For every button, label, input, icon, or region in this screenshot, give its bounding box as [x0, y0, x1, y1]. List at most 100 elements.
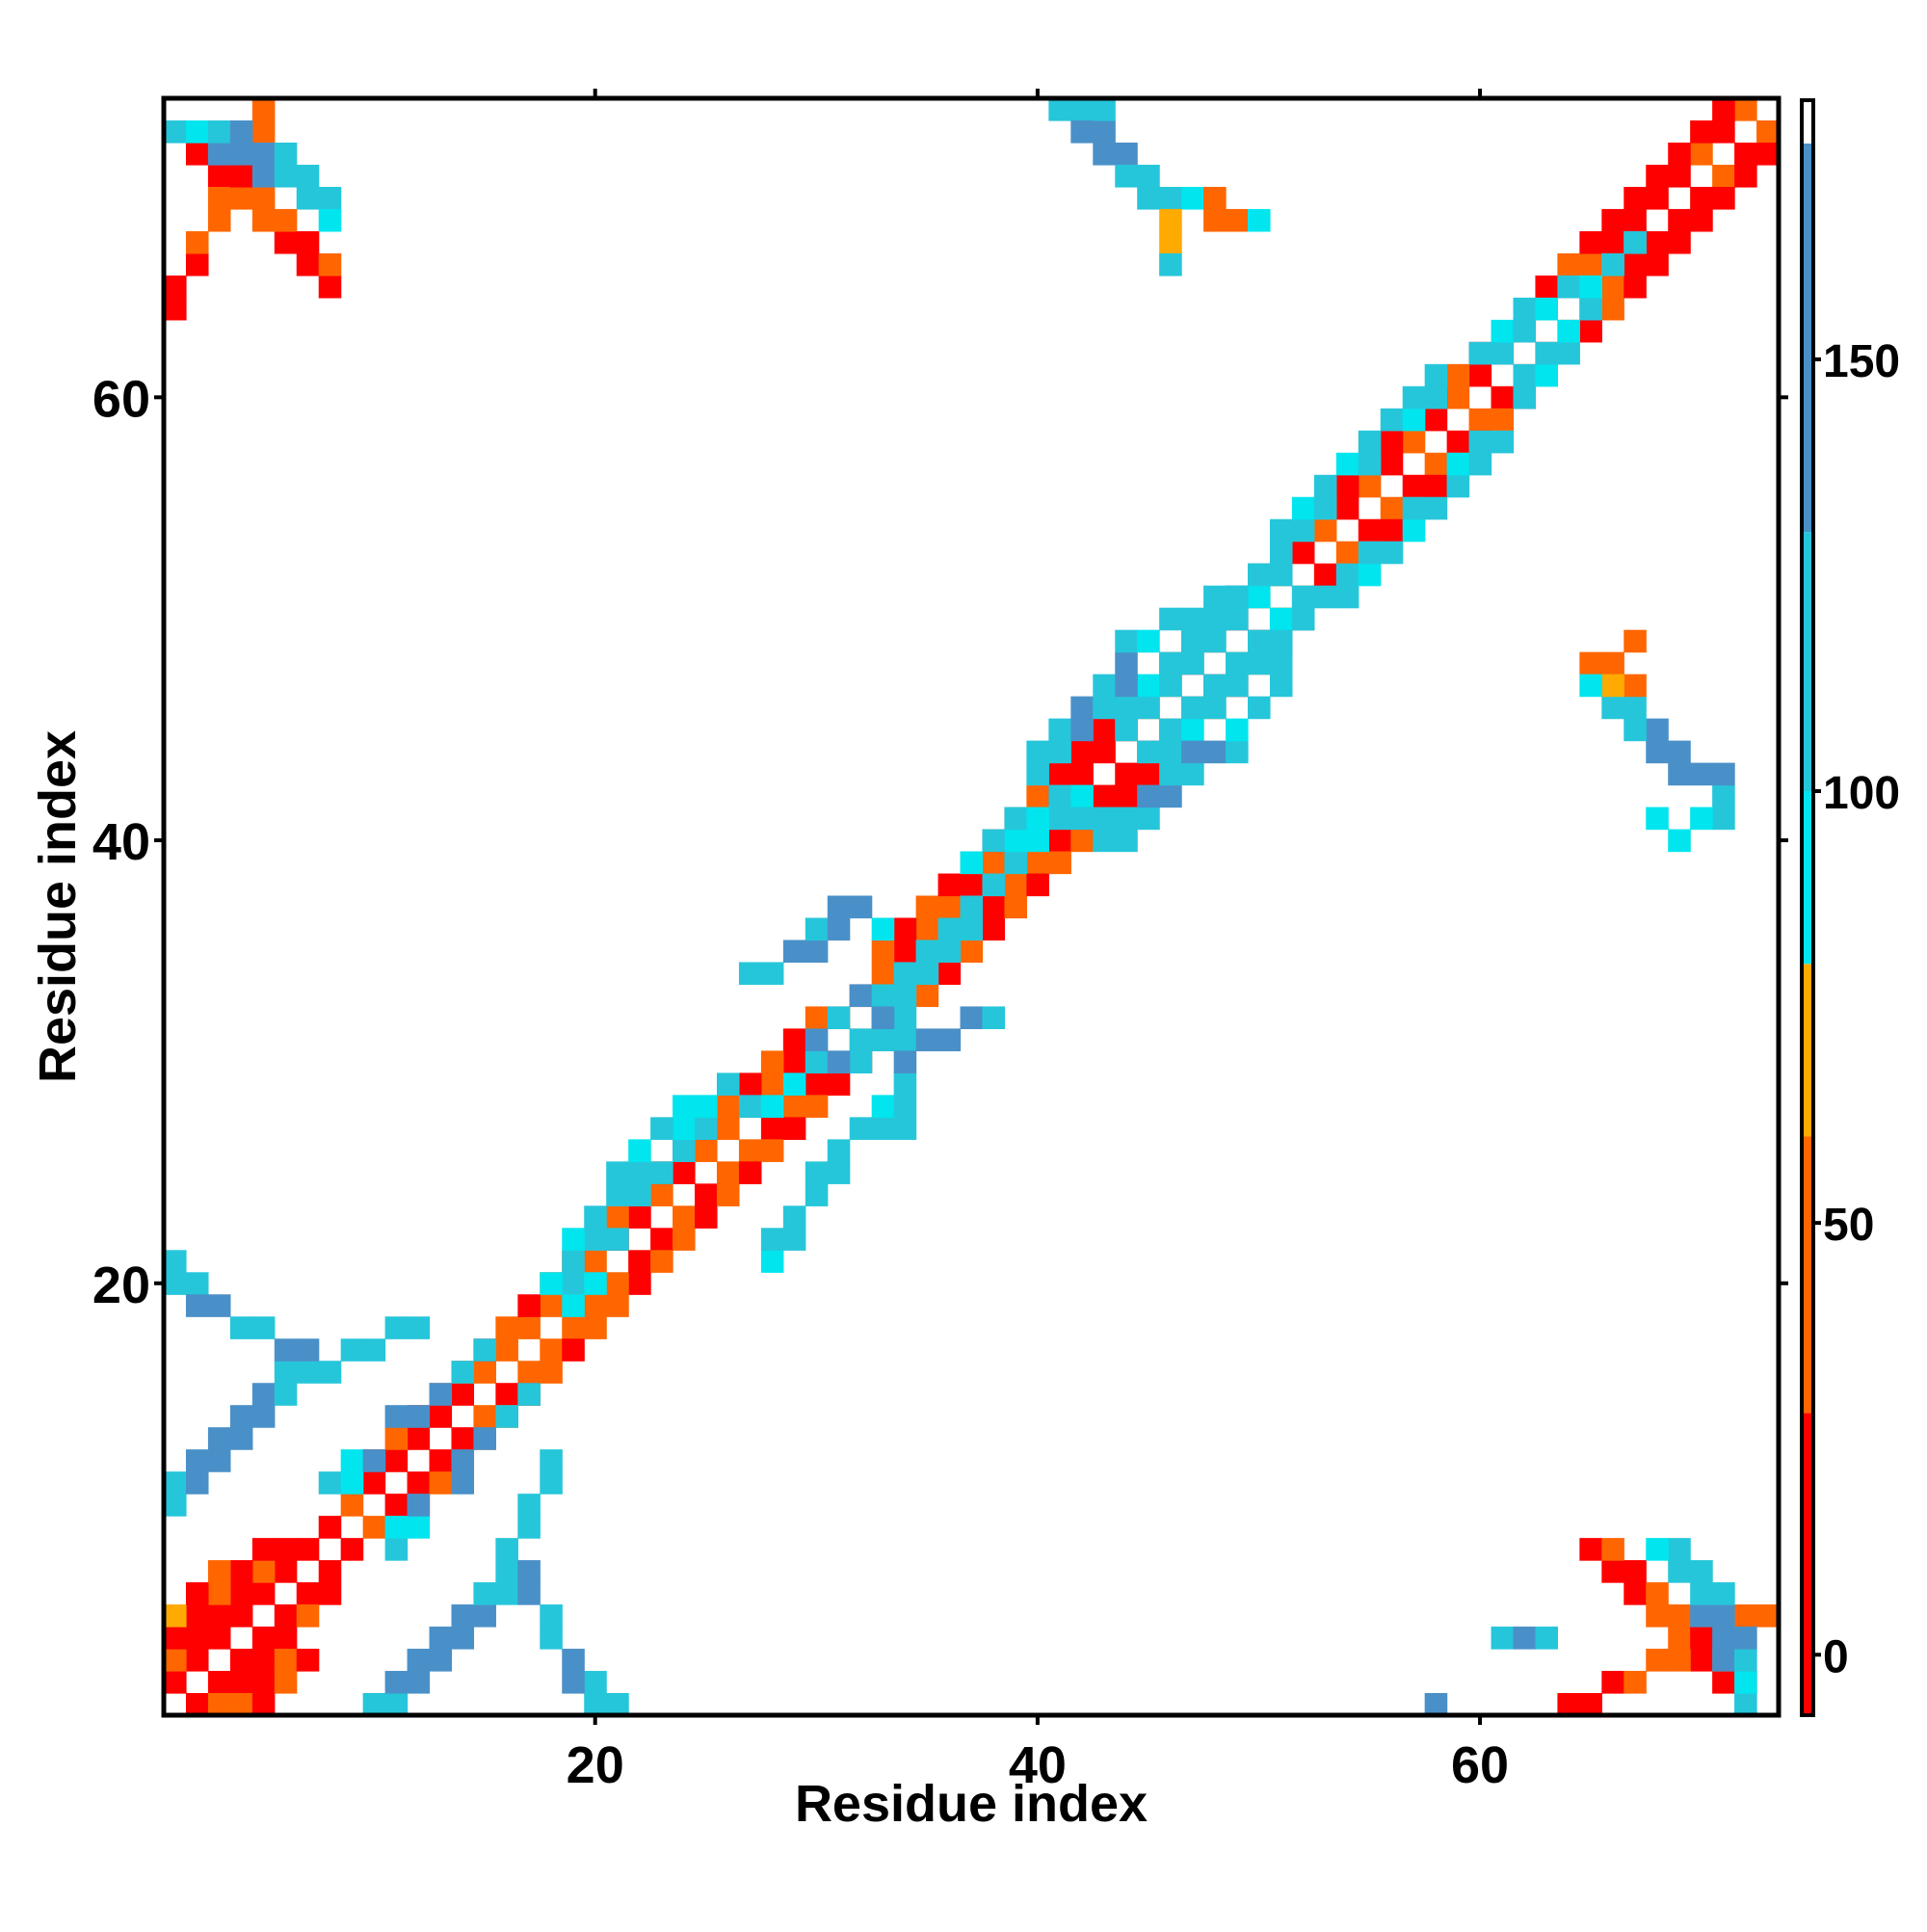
heatmap-cell — [1535, 1627, 1559, 1650]
heatmap-cell — [207, 186, 231, 210]
heatmap-cell — [782, 1050, 806, 1073]
heatmap-cell — [827, 1072, 851, 1096]
heatmap-cell — [1247, 585, 1271, 609]
heatmap-cell — [1269, 629, 1293, 653]
heatmap-cell — [1424, 363, 1448, 387]
heatmap-cell — [1668, 164, 1691, 188]
heatmap-cell — [207, 1294, 231, 1317]
heatmap-cell — [207, 1427, 231, 1450]
heatmap-cell — [1646, 1604, 1669, 1628]
heatmap-cell — [673, 1095, 696, 1118]
heatmap-cell — [1137, 784, 1160, 808]
heatmap-cell — [1712, 186, 1735, 210]
heatmap-cell — [1623, 674, 1647, 698]
heatmap-cell — [673, 1139, 696, 1162]
heatmap-cell — [673, 1228, 696, 1251]
heatmap-cell — [296, 186, 320, 210]
heatmap-cell — [1093, 142, 1116, 166]
heatmap-cell — [562, 1272, 585, 1295]
heatmap-cell — [384, 1316, 409, 1339]
heatmap-cell — [606, 1161, 629, 1184]
heatmap-cell — [960, 851, 984, 875]
heatmap-cell — [1402, 518, 1426, 543]
heatmap-cell — [1646, 1649, 1669, 1672]
heatmap-cell — [937, 873, 962, 897]
heatmap-cell — [1115, 629, 1138, 653]
colorbar-band — [1802, 532, 1813, 792]
heatmap-cell — [362, 1449, 386, 1472]
heatmap-cell — [429, 1471, 453, 1495]
heatmap-cell — [229, 1560, 253, 1583]
heatmap-cell — [1115, 651, 1138, 675]
heatmap-cell — [207, 119, 231, 144]
heatmap-cell — [673, 1161, 696, 1184]
heatmap-cell — [1646, 252, 1669, 277]
heatmap-cell — [296, 1604, 320, 1628]
heatmap-cell — [1048, 829, 1071, 853]
heatmap-cell — [251, 1649, 276, 1672]
heatmap-cell — [185, 1582, 209, 1605]
heatmap-cell — [1668, 1560, 1691, 1583]
heatmap-cell — [562, 1338, 585, 1362]
heatmap-cell — [1446, 363, 1470, 387]
heatmap-cell — [1137, 740, 1160, 764]
heatmap-cell — [1093, 807, 1116, 831]
heatmap-cell — [1623, 208, 1647, 232]
heatmap-cell — [1579, 230, 1602, 254]
heatmap-cell — [1269, 563, 1293, 587]
heatmap-cell — [473, 1427, 496, 1450]
heatmap-cell — [1690, 1582, 1713, 1605]
heatmap-cell — [296, 252, 320, 277]
heatmap-cell — [1491, 408, 1515, 432]
heatmap-cell — [318, 1516, 342, 1539]
heatmap-cell — [584, 1294, 607, 1317]
heatmap-cell — [760, 1050, 784, 1073]
heatmap-cell — [407, 1516, 431, 1539]
heatmap-cell — [1513, 1627, 1537, 1650]
heatmap-cell — [606, 1272, 629, 1295]
heatmap-cell — [1380, 541, 1404, 565]
heatmap-cell — [1137, 762, 1160, 786]
heatmap-cell — [429, 1627, 453, 1650]
heatmap-cell — [164, 1250, 187, 1273]
heatmap-cell — [827, 1050, 851, 1073]
heatmap-cell — [1712, 119, 1735, 144]
heatmap-cell — [229, 1649, 253, 1672]
heatmap-cell — [805, 940, 829, 964]
heatmap-cell — [1491, 1627, 1515, 1650]
heatmap-cell — [827, 1161, 851, 1184]
heatmap-cell — [1380, 518, 1404, 543]
heatmap-cell — [251, 1693, 276, 1716]
heatmap-cell — [229, 142, 253, 166]
heatmap-cell — [871, 1006, 895, 1030]
heatmap-cell — [738, 1095, 762, 1118]
heatmap-cell — [1093, 718, 1116, 742]
heatmap-cell — [1070, 762, 1094, 786]
heatmap-cell — [164, 1272, 187, 1295]
heatmap-cell — [185, 1604, 209, 1628]
heatmap-cell — [318, 252, 342, 277]
heatmap-cell — [164, 297, 187, 321]
heatmap-cell — [1137, 186, 1160, 210]
heatmap-cell — [1513, 319, 1537, 343]
heatmap-cell — [1690, 142, 1713, 166]
heatmap-cell — [1468, 341, 1492, 365]
heatmap-cell — [207, 1560, 231, 1583]
heatmap-cell — [473, 1604, 496, 1628]
heatmap-cell — [1646, 1582, 1669, 1605]
heatmap-cell — [805, 1050, 829, 1073]
heatmap-cell — [384, 1671, 409, 1694]
heatmap-cell — [1668, 1627, 1691, 1650]
heatmap-cell — [871, 1117, 895, 1140]
heatmap-cell — [164, 1671, 187, 1694]
heatmap-cell — [1358, 430, 1382, 454]
heatmap-cell — [1712, 164, 1735, 188]
heatmap-cell — [1093, 829, 1116, 853]
colorbar-tick-label: 100 — [1823, 768, 1900, 819]
heatmap-cell — [606, 1294, 629, 1317]
heatmap-cell — [1358, 563, 1382, 587]
heatmap-cell — [695, 1117, 718, 1140]
heatmap-cell — [340, 1471, 364, 1495]
heatmap-cell — [1093, 784, 1116, 808]
heatmap-cell — [1646, 718, 1669, 742]
